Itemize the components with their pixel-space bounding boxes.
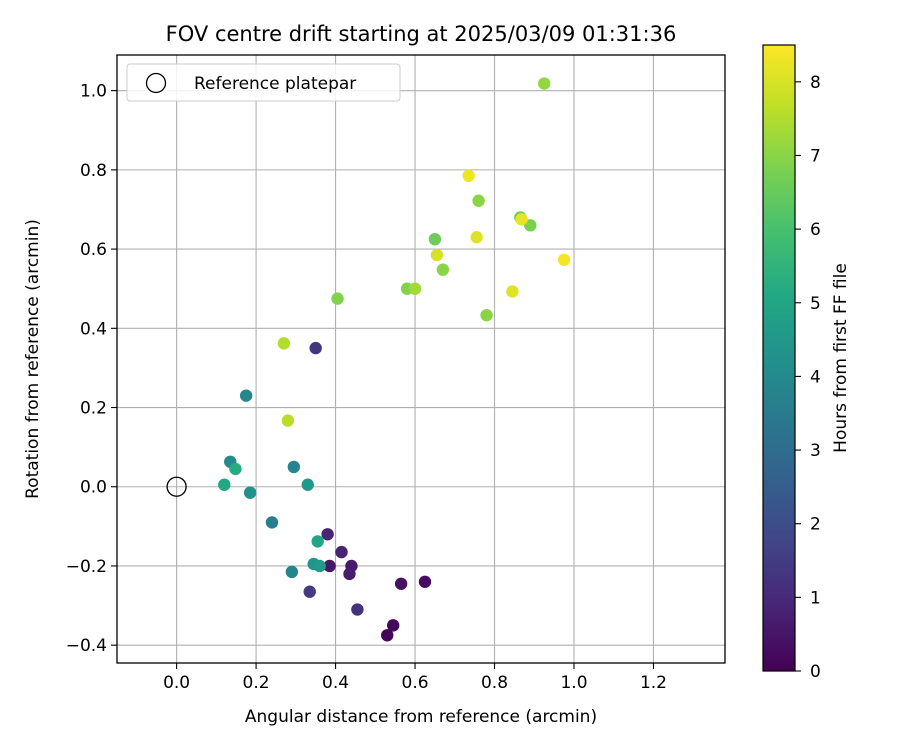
data-point [386, 619, 400, 632]
data-point [480, 309, 493, 322]
y-tick-label: 1.0 [80, 82, 107, 102]
chart-title: FOV centre drift starting at 2025/03/09 … [166, 22, 677, 46]
colorbar-tick-label: 7 [810, 146, 821, 166]
data-point [218, 478, 231, 491]
y-tick-label: −0.2 [66, 557, 107, 577]
data-points [218, 77, 571, 642]
data-point [537, 77, 551, 90]
x-tick-label: 0.8 [481, 673, 508, 693]
colorbar-tick-label: 5 [810, 294, 821, 314]
x-tick-label: 0.6 [402, 673, 429, 693]
data-point [309, 341, 322, 355]
data-point [428, 232, 442, 246]
colorbar: 0 1 2 3 4 5 6 7 8 Hours from first FF file [762, 44, 851, 682]
data-point [470, 231, 483, 244]
y-tick-label: 0.2 [80, 399, 107, 419]
data-point [323, 559, 336, 573]
reference-layer [166, 476, 187, 497]
y-tick-label: −0.4 [66, 636, 107, 656]
y-tick-label: 0.6 [80, 240, 107, 260]
data-point [311, 535, 324, 548]
data-point [524, 219, 537, 232]
x-axis-label: Angular distance from reference (arcmin) [245, 707, 597, 727]
y-tick-label: 0.0 [80, 478, 107, 498]
colorbar-tick-label: 3 [810, 441, 821, 461]
plot-frame [116, 54, 726, 664]
colorbar-label: Hours from first FF file [831, 263, 851, 453]
data-point [335, 545, 348, 559]
y-tick-label: 0.4 [80, 319, 107, 339]
data-point [229, 462, 242, 476]
data-point [331, 292, 344, 305]
colorbar-tick-label: 8 [810, 73, 821, 93]
data-point [472, 194, 485, 207]
data-point [506, 285, 519, 298]
legend-marker-icon [145, 72, 167, 94]
legend-label: Reference platepar [194, 74, 356, 94]
data-point [285, 565, 299, 579]
data-point [301, 478, 314, 491]
legend-box [126, 63, 401, 102]
data-point [343, 567, 356, 581]
colorbar-tick-label: 2 [810, 515, 821, 535]
data-point [430, 248, 444, 262]
x-tick-label: 1.2 [640, 673, 667, 693]
data-point [313, 559, 326, 573]
data-point [303, 585, 316, 598]
data-point [243, 486, 257, 499]
x-tick-label: 0.4 [322, 673, 349, 693]
data-point [557, 253, 571, 266]
x-tick-label: 1.0 [560, 673, 587, 693]
x-tick-label: 0.2 [243, 673, 270, 693]
colorbar-gradient [762, 44, 796, 672]
colorbar-tick-label: 0 [810, 662, 821, 682]
data-point [321, 528, 334, 541]
grid-lines [117, 55, 725, 663]
x-axis-ticks: 0.0 0.2 0.4 0.6 0.8 1.0 1.2 [163, 663, 667, 693]
data-point [281, 414, 295, 427]
y-axis-ticks: −0.4 −0.2 0.0 0.2 0.4 0.6 0.8 1.0 [66, 82, 117, 656]
data-point [277, 337, 291, 350]
legend: Reference platepar [126, 63, 401, 102]
data-point [265, 516, 279, 529]
data-point [408, 282, 422, 295]
colorbar-tick-label: 6 [810, 220, 821, 240]
colorbar-tick-label: 1 [810, 588, 821, 608]
data-point [351, 603, 364, 616]
data-point [394, 577, 408, 590]
data-point [418, 575, 432, 589]
data-point [515, 213, 528, 226]
data-point [436, 263, 450, 276]
data-point [381, 629, 394, 642]
y-axis-label: Rotation from reference (arcmin) [23, 219, 43, 499]
y-tick-label: 0.8 [80, 161, 107, 181]
x-tick-label: 0.0 [163, 673, 190, 693]
colorbar-ticks: 0 1 2 3 4 5 6 7 8 [795, 73, 821, 682]
data-point [287, 460, 301, 474]
data-point [462, 169, 475, 183]
colorbar-tick-label: 4 [810, 367, 821, 387]
reference-platepar-marker [166, 476, 187, 497]
data-point [239, 389, 253, 402]
